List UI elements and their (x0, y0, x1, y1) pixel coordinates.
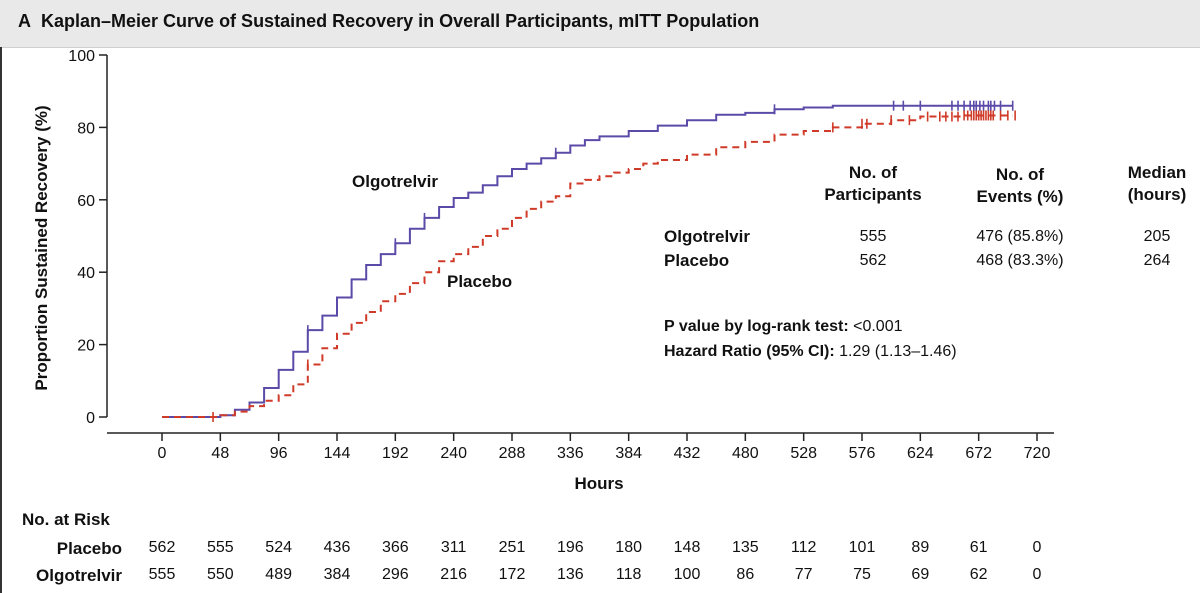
at-risk-value: 112 (790, 539, 817, 556)
x-tick-label: 240 (440, 445, 467, 462)
hazard-ratio-value: 1.29 (1.13–1.46) (839, 343, 957, 360)
p-value-label: P value by log-rank test: (664, 318, 849, 335)
y-tick-label: 0 (86, 410, 95, 427)
annotation-placebo: Placebo (447, 272, 513, 291)
x-tick-label: 96 (270, 445, 288, 462)
at-risk-value: 311 (440, 539, 467, 556)
figure-title-bar: A Kaplan–Meier Curve of Sustained Recover… (0, 0, 1200, 48)
x-tick-label: 528 (790, 445, 817, 462)
figure-title-text: Kaplan–Meier Curve of Sustained Recovery… (41, 11, 760, 31)
x-tick-label: 336 (557, 445, 584, 462)
at-risk-value: 0 (1032, 539, 1042, 556)
annotation-olgotrelvir: Olgotrelvir (352, 172, 438, 191)
at-risk-value: 555 (206, 539, 234, 556)
x-tick-label: 672 (965, 445, 992, 462)
at-risk-value: 0 (1032, 566, 1042, 583)
figure-frame-left (0, 47, 2, 593)
x-tick-label: 432 (674, 445, 701, 462)
at-risk-value: 101 (848, 539, 876, 556)
at-risk-value: 148 (673, 539, 701, 556)
chart-curves (162, 100, 1016, 422)
y-tick-label: 60 (77, 193, 95, 210)
y-tick-label: 80 (77, 120, 95, 137)
header-median: Median (hours) (1112, 162, 1200, 206)
at-risk-value: 118 (615, 566, 642, 583)
at-risk-value: 136 (556, 566, 584, 583)
header-events: No. of Events (%) (960, 164, 1080, 208)
at-risk-value: 562 (148, 539, 176, 556)
x-tick-label: 144 (324, 445, 351, 462)
y-tick-label: 40 (77, 265, 95, 282)
figure-title: A Kaplan–Meier Curve of Sustained Recover… (18, 11, 759, 32)
at-risk-value: 296 (381, 566, 409, 583)
at-risk-value: 196 (556, 539, 584, 556)
y-tick-label: 100 (68, 48, 95, 65)
panel-letter: A (18, 11, 31, 31)
at-risk-value: 77 (794, 566, 813, 583)
at-risk-value: 135 (731, 539, 759, 556)
row-name-placebo: Placebo (664, 251, 730, 270)
hazard-ratio-line: Hazard Ratio (95% CI): 1.29 (1.13–1.46) (664, 343, 957, 361)
at-risk-value: 172 (498, 566, 526, 583)
at-risk-value: 366 (381, 539, 409, 556)
at-risk-value: 216 (440, 566, 468, 583)
header-participants-line2: Participants (824, 185, 922, 204)
p-value-line: P value by log-rank test: <0.001 (664, 318, 903, 336)
cell-participants-placebo: 562 (859, 252, 887, 269)
at-risk-value: 524 (265, 539, 293, 556)
x-tick-label: 576 (849, 445, 876, 462)
header-events-line2: Events (%) (976, 187, 1064, 206)
p-value: <0.001 (853, 318, 903, 335)
at-risk-value: 61 (969, 539, 988, 556)
at-risk-value: 555 (148, 566, 176, 583)
at-risk-value: 251 (498, 539, 526, 556)
x-tick-label: 720 (1024, 445, 1051, 462)
cell-median-olgotrelvir: 205 (1143, 228, 1171, 245)
at-risk-name-placebo: Placebo (56, 539, 122, 558)
x-tick-label: 384 (615, 445, 642, 462)
at-risk-name-olgotrelvir: Olgotrelvir (36, 566, 122, 585)
cell-median-placebo: 264 (1143, 252, 1171, 269)
at-risk-title: No. at Risk (22, 510, 110, 529)
at-risk-value: 180 (615, 539, 643, 556)
x-tick-label: 480 (732, 445, 759, 462)
at-risk-value: 550 (206, 566, 234, 583)
cell-participants-olgotrelvir: 555 (859, 228, 887, 245)
at-risk-value: 384 (323, 566, 351, 583)
at-risk-value: 62 (969, 566, 988, 583)
header-median-line2: (hours) (1127, 185, 1187, 204)
header-participants: No. of Participants (808, 162, 938, 206)
y-axis-label: Proportion Sustained Recovery (%) (32, 105, 51, 391)
header-events-line1: No. of (995, 165, 1045, 184)
series-line-olgotrelvir (162, 104, 1013, 418)
cell-events-olgotrelvir: 476 (85.8%) (976, 228, 1064, 245)
x-tick-label: 288 (499, 445, 526, 462)
x-axis-label: Hours (574, 474, 624, 493)
hazard-ratio-label: Hazard Ratio (95% CI): (664, 343, 835, 360)
header-participants-line1: No. of (848, 163, 898, 182)
at-risk-value: 75 (853, 566, 871, 583)
x-tick-label: 48 (211, 445, 229, 462)
chart-axes: 0 20 40 60 80 100 0 48 96 144 192 240 288 336 384 432 48… (68, 48, 1054, 462)
row-name-olgotrelvir: Olgotrelvir (664, 227, 750, 246)
cell-events-placebo: 468 (83.3%) (976, 252, 1064, 269)
at-risk-value: 86 (736, 566, 755, 583)
x-tick-label: 192 (382, 445, 409, 462)
y-tick-label: 20 (77, 338, 95, 355)
at-risk-value: 100 (673, 566, 701, 583)
at-risk-value: 489 (265, 566, 293, 583)
header-median-line1: Median (1127, 163, 1187, 182)
at-risk-value: 89 (911, 539, 930, 556)
at-risk-value: 436 (323, 539, 351, 556)
x-tick-label: 624 (907, 445, 934, 462)
at-risk-value: 69 (911, 566, 930, 583)
x-tick-label: 0 (158, 445, 167, 462)
